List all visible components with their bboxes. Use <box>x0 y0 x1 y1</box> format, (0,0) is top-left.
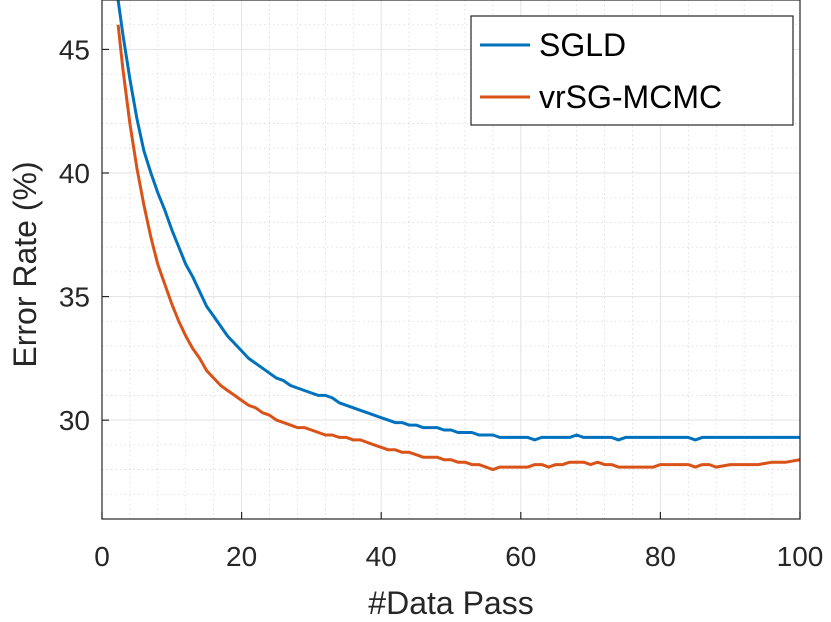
y-tick-label: 30 <box>59 405 90 436</box>
x-tick-labels: 0 20 40 60 80 100 <box>94 541 823 572</box>
series-line-vrsg-mcmc <box>116 24 800 472</box>
x-axis-label: #Data Pass <box>368 585 533 621</box>
legend: SGLD vrSG-MCMC <box>470 15 794 126</box>
axis-ticks <box>101 48 801 519</box>
legend-entry: SGLD <box>539 27 626 63</box>
plot-area-border <box>101 0 801 520</box>
y-axis-label: Error Rate (%) <box>7 161 43 367</box>
legend-box <box>470 15 794 126</box>
y-tick-label: 40 <box>59 158 90 189</box>
x-tick-label: 60 <box>505 541 536 572</box>
major-grid <box>102 0 800 519</box>
y-tick-labels: 30 35 40 45 <box>59 34 90 436</box>
x-tick-label: 80 <box>645 541 676 572</box>
y-tick-label: 45 <box>59 34 90 65</box>
series-line-sgld <box>116 0 800 442</box>
legend-entry: vrSG-MCMC <box>539 79 722 115</box>
x-tick-label: 100 <box>777 541 824 572</box>
y-tick-label: 35 <box>59 282 90 313</box>
series-layer <box>116 0 800 472</box>
x-tick-label: 20 <box>226 541 257 572</box>
x-tick-label: 40 <box>366 541 397 572</box>
x-tick-label: 0 <box>94 541 110 572</box>
